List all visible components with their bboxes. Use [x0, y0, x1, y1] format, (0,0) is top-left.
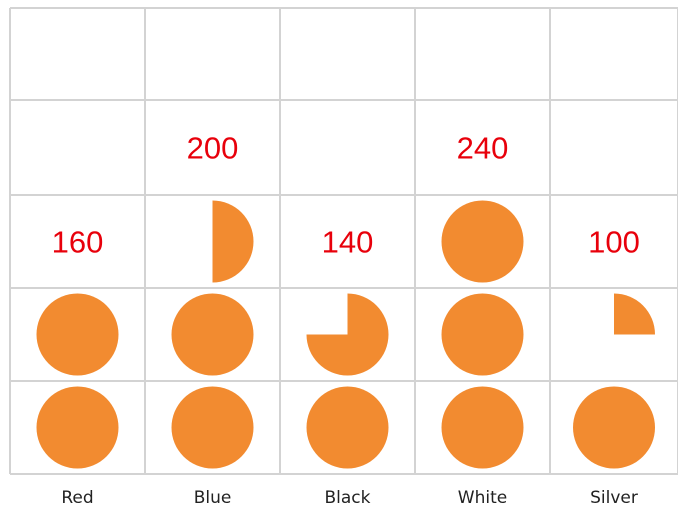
value-label-black: 140 [322, 225, 374, 260]
value-label-blue: 200 [187, 131, 239, 166]
grid [9, 7, 678, 475]
symbol-silver-full [573, 386, 655, 469]
category-label-black: Black [325, 488, 371, 508]
category-label-silver: Silver [590, 488, 638, 508]
symbol-blue-full [171, 386, 254, 469]
symbol-white-full [441, 386, 524, 469]
category-label-blue: Blue [194, 488, 232, 508]
value-label-silver: 100 [588, 225, 640, 260]
symbol-silver-partial [614, 293, 655, 335]
value-label-white: 240 [457, 131, 509, 166]
symbol-red-full [36, 386, 119, 469]
symbol-red-full [36, 293, 119, 376]
symbol-white-full [441, 200, 524, 283]
symbols [36, 200, 655, 469]
category-labels: Red Blue Black White Silver [61, 488, 638, 508]
symbol-black-partial [306, 293, 389, 376]
symbol-blue-partial [212, 200, 254, 283]
value-labels: 160 200 140 240 100 [52, 131, 640, 260]
category-label-red: Red [61, 488, 93, 508]
value-label-red: 160 [52, 225, 104, 260]
category-label-white: White [458, 488, 507, 508]
symbol-black-full [306, 386, 389, 469]
symbol-white-full [441, 293, 524, 376]
symbol-blue-full [171, 293, 254, 376]
